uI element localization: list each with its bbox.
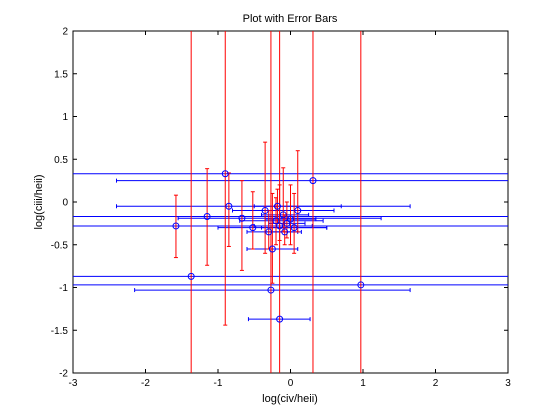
x-tick-label: -2 [141,378,150,389]
data-point [225,202,233,210]
data-point [276,222,284,230]
data-point [265,228,273,236]
data-point [272,217,280,225]
y-tick-label: -2 [59,369,68,380]
y-tick-label: -1 [59,283,68,294]
data-point [268,245,276,253]
data-point [283,219,291,227]
data-point [294,207,302,215]
x-tick-label: 0 [288,378,294,389]
y-tick-label: -0.5 [51,240,69,251]
data-point [281,228,289,236]
x-tick-label: 3 [505,378,511,389]
data-point [309,177,317,185]
y-tick-label: 1.5 [54,69,68,80]
data-point [267,286,275,294]
chart-title: Plot with Error Bars [243,13,338,25]
x-tick-label: -1 [214,378,223,389]
data-point [279,211,287,219]
data-point [287,215,294,223]
y-axis-label: log(ciii/heii) [33,174,45,229]
y-tick-label: -1.5 [51,326,69,337]
data-point [221,170,229,178]
y-tick-label: 0 [62,198,68,209]
y-tick-label: 2 [62,27,68,38]
y-tick-label: 1 [62,112,68,123]
data-point [273,202,281,210]
x-tick-label: 1 [360,378,366,389]
x-tick-label: -3 [69,378,78,389]
data-point [172,222,180,230]
data-point [249,224,257,232]
error-bars-layer [73,31,508,373]
data-point [357,281,365,289]
data-point [290,224,298,232]
axes-layer: -3 -2 -1 0 1 2 3-2-1.5-1-0.500.511.52 [51,27,511,390]
data-point [261,207,269,215]
x-tick-label: 2 [433,378,439,389]
markers-layer [172,170,365,323]
data-point [203,213,211,221]
data-point [276,315,284,323]
data-point [187,272,195,280]
x-axis-label: log(civ/heii) [262,393,318,405]
y-tick-label: 0.5 [54,155,68,166]
data-point [238,214,246,222]
